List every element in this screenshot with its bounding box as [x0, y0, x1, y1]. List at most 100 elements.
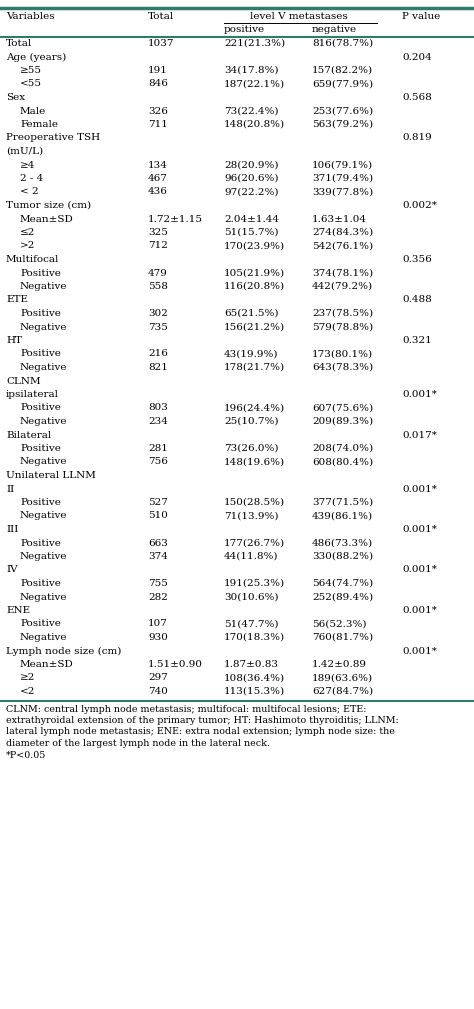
Text: CLNM: central lymph node metastasis; multifocal: multifocal lesions; ETE:: CLNM: central lymph node metastasis; mul… — [6, 704, 366, 713]
Text: 216: 216 — [148, 349, 168, 358]
Text: *P<0.05: *P<0.05 — [6, 751, 46, 760]
Text: 0.001*: 0.001* — [402, 484, 437, 493]
Text: Negative: Negative — [20, 592, 67, 601]
Text: 56(52.3%): 56(52.3%) — [312, 620, 366, 629]
Text: 157(82.2%): 157(82.2%) — [312, 66, 373, 75]
Text: 51(15.7%): 51(15.7%) — [224, 228, 279, 237]
Text: Unilateral LLNM: Unilateral LLNM — [6, 471, 96, 480]
Text: ipsilateral: ipsilateral — [6, 390, 59, 399]
Text: < 2: < 2 — [20, 188, 38, 197]
Text: 25(10.7%): 25(10.7%) — [224, 417, 279, 426]
Text: 177(26.7%): 177(26.7%) — [224, 539, 285, 548]
Text: 377(71.5%): 377(71.5%) — [312, 498, 373, 507]
Text: IV: IV — [6, 565, 18, 574]
Text: Positive: Positive — [20, 309, 61, 318]
Text: 510: 510 — [148, 512, 168, 521]
Text: 527: 527 — [148, 498, 168, 507]
Text: 711: 711 — [148, 120, 168, 129]
Text: 237(78.5%): 237(78.5%) — [312, 309, 373, 318]
Text: 116(20.8%): 116(20.8%) — [224, 282, 285, 291]
Text: 374: 374 — [148, 552, 168, 561]
Text: 282: 282 — [148, 592, 168, 601]
Text: Positive: Positive — [20, 349, 61, 358]
Text: 106(79.1%): 106(79.1%) — [312, 160, 373, 170]
Text: ≤2: ≤2 — [20, 228, 36, 237]
Text: 1.63±1.04: 1.63±1.04 — [312, 215, 367, 224]
Text: 803: 803 — [148, 404, 168, 413]
Text: 930: 930 — [148, 633, 168, 642]
Text: 234: 234 — [148, 417, 168, 426]
Text: 209(89.3%): 209(89.3%) — [312, 417, 373, 426]
Text: Total: Total — [148, 12, 174, 21]
Text: Sex: Sex — [6, 93, 25, 102]
Text: 281: 281 — [148, 444, 168, 453]
Text: Male: Male — [20, 107, 46, 115]
Text: ≥55: ≥55 — [20, 66, 42, 75]
Text: 297: 297 — [148, 673, 168, 682]
Text: Negative: Negative — [20, 457, 67, 466]
Text: Negative: Negative — [20, 512, 67, 521]
Text: 479: 479 — [148, 268, 168, 277]
Text: 274(84.3%): 274(84.3%) — [312, 228, 373, 237]
Text: 712: 712 — [148, 241, 168, 250]
Text: 846: 846 — [148, 80, 168, 89]
Text: II: II — [6, 484, 14, 493]
Text: 178(21.7%): 178(21.7%) — [224, 363, 285, 372]
Text: 113(15.3%): 113(15.3%) — [224, 687, 285, 696]
Text: 371(79.4%): 371(79.4%) — [312, 174, 373, 183]
Text: 0.017*: 0.017* — [402, 431, 437, 440]
Text: 71(13.9%): 71(13.9%) — [224, 512, 279, 521]
Text: Variables: Variables — [6, 12, 55, 21]
Text: 51(47.7%): 51(47.7%) — [224, 620, 279, 629]
Text: 2.04±1.44: 2.04±1.44 — [224, 215, 279, 224]
Text: (mU/L): (mU/L) — [6, 147, 43, 156]
Text: 253(77.6%): 253(77.6%) — [312, 107, 373, 115]
Text: 0.001*: 0.001* — [402, 606, 437, 615]
Text: HT: HT — [6, 336, 22, 345]
Text: 755: 755 — [148, 579, 168, 588]
Text: ENE: ENE — [6, 606, 30, 615]
Text: positive: positive — [224, 25, 265, 34]
Text: 0.356: 0.356 — [402, 255, 432, 264]
Text: level V metastases: level V metastases — [250, 12, 348, 21]
Text: Negative: Negative — [20, 417, 67, 426]
Text: 760(81.7%): 760(81.7%) — [312, 633, 373, 642]
Text: 96(20.6%): 96(20.6%) — [224, 174, 279, 183]
Text: diameter of the largest lymph node in the lateral neck.: diameter of the largest lymph node in th… — [6, 739, 270, 748]
Text: 0.001*: 0.001* — [402, 647, 437, 656]
Text: Total: Total — [6, 39, 32, 48]
Text: 579(78.8%): 579(78.8%) — [312, 323, 373, 332]
Text: 191(25.3%): 191(25.3%) — [224, 579, 285, 588]
Text: 107: 107 — [148, 620, 168, 629]
Text: 326: 326 — [148, 107, 168, 115]
Text: 486(73.3%): 486(73.3%) — [312, 539, 373, 548]
Text: 97(22.2%): 97(22.2%) — [224, 188, 279, 197]
Text: <2: <2 — [20, 687, 36, 696]
Text: 34(17.8%): 34(17.8%) — [224, 66, 279, 75]
Text: 30(10.6%): 30(10.6%) — [224, 592, 279, 601]
Text: 643(78.3%): 643(78.3%) — [312, 363, 373, 372]
Text: Positive: Positive — [20, 539, 61, 548]
Text: Mean±SD: Mean±SD — [20, 215, 74, 224]
Text: Negative: Negative — [20, 363, 67, 372]
Text: 170(23.9%): 170(23.9%) — [224, 241, 285, 250]
Text: 189(63.6%): 189(63.6%) — [312, 673, 373, 682]
Text: 0.568: 0.568 — [402, 93, 432, 102]
Text: 1.51±0.90: 1.51±0.90 — [148, 660, 203, 669]
Text: 43(19.9%): 43(19.9%) — [224, 349, 279, 358]
Text: 439(86.1%): 439(86.1%) — [312, 512, 373, 521]
Text: 187(22.1%): 187(22.1%) — [224, 80, 285, 89]
Text: 756: 756 — [148, 457, 168, 466]
Text: 330(88.2%): 330(88.2%) — [312, 552, 373, 561]
Text: Preoperative TSH: Preoperative TSH — [6, 133, 100, 142]
Text: 252(89.4%): 252(89.4%) — [312, 592, 373, 601]
Text: >2: >2 — [20, 241, 36, 250]
Text: 1037: 1037 — [148, 39, 174, 48]
Text: 191: 191 — [148, 66, 168, 75]
Text: 173(80.1%): 173(80.1%) — [312, 349, 373, 358]
Text: 607(75.6%): 607(75.6%) — [312, 404, 373, 413]
Text: 44(11.8%): 44(11.8%) — [224, 552, 279, 561]
Text: 442(79.2%): 442(79.2%) — [312, 282, 373, 291]
Text: Negative: Negative — [20, 323, 67, 332]
Text: 302: 302 — [148, 309, 168, 318]
